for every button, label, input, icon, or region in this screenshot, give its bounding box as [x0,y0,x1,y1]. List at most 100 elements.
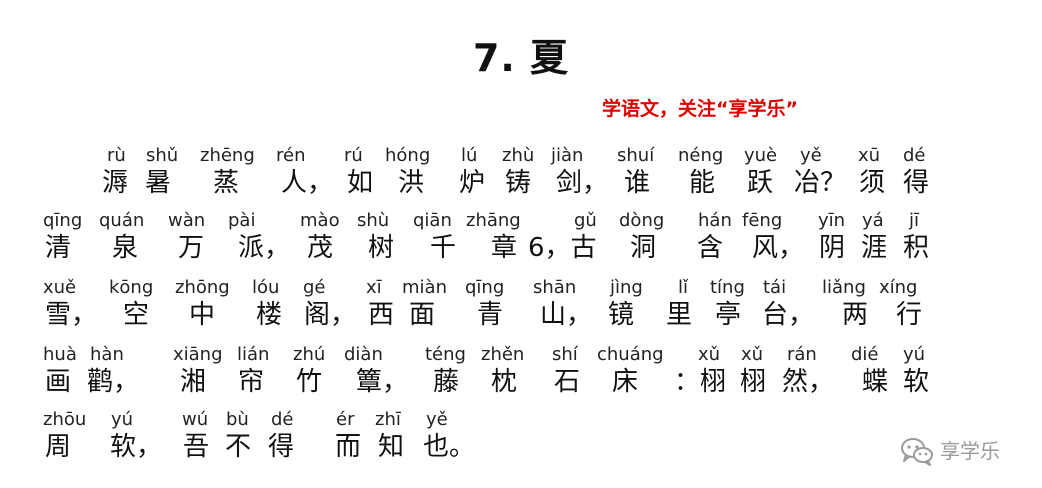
pinyin: xī [366,277,382,298]
pinyin: huà [43,344,77,365]
hanzi: 楼 [256,300,283,330]
hanzi: 空 [123,300,150,330]
hanzi: 得 [268,432,295,462]
hanzi: 软， [110,432,163,462]
pinyin: zhēng [200,145,255,166]
hanzi: 中 [189,300,216,330]
hanzi: 知 [378,432,405,462]
hanzi: 万 [178,233,205,263]
pinyin: pài [228,210,256,231]
pinyin: dòng [619,210,665,231]
pinyin: kōng [109,277,154,298]
pinyin: xiāng [173,344,223,365]
pinyin: zhī [375,409,401,430]
pinyin: néng [678,145,724,166]
pinyin: dié [851,344,879,365]
hanzi: 溽 [102,168,129,198]
hanzi: 青 [477,300,504,330]
pinyin: jiàn [551,145,584,166]
pinyin: bù [226,409,249,430]
pinyin: zhōng [175,277,230,298]
hanzi: 含 [697,233,724,263]
hanzi: 蝶 [862,367,889,397]
pinyin: yú [903,344,926,365]
hanzi: 风， [752,233,805,263]
hanzi: 剑， [556,168,609,198]
pinyin: shí [552,344,578,365]
hanzi: 床 [612,367,639,397]
pinyin: zhú [293,344,326,365]
text-line-1: rù shǔ zhēng rén rú hóng lú zhù jiàn shu… [0,145,1042,215]
pinyin: rú [344,145,363,166]
pinyin: xǔ [741,344,764,365]
text-line-3: xuě kōng zhōng lóu gé xī miàn qīng shān … [0,277,1042,347]
hanzi: 洞 [630,233,657,263]
pinyin: xū [858,145,881,166]
pinyin: xǔ [698,344,721,365]
hanzi: 须 [859,168,886,198]
hanzi: 得 [903,168,930,198]
pinyin: yě [426,409,448,430]
hanzi: ：栩 [674,367,727,397]
hanzi: 蒸 [213,168,240,198]
pinyin: gé [303,277,326,298]
pinyin: fēng [742,210,783,231]
hanzi: 茂 [307,233,334,263]
pinyin: ér [336,409,355,430]
hanzi: 软 [903,367,930,397]
pinyin: diàn [344,344,383,365]
hanzi: 藤 [433,367,460,397]
hanzi: 能 [689,168,716,198]
pinyin: hàn [90,344,124,365]
hanzi: 山， [540,300,593,330]
pinyin: yú [111,409,134,430]
hanzi: 人， [281,168,334,198]
pinyin: zhěn [481,344,525,365]
pinyin: qīng [43,210,83,231]
pinyin: lú [461,145,478,166]
pinyin: chuáng [597,344,664,365]
hanzi: 然， [782,367,835,397]
watermark-text: 享学乐 [940,439,1000,463]
hanzi: 周 [45,432,72,462]
pinyin: shù [357,210,390,231]
pinyin: mào [300,210,340,231]
pinyin: gǔ [574,210,597,231]
wechat-icon [901,438,933,466]
watermark: 享学乐 [900,436,1000,466]
pinyin: lǐ [678,277,689,298]
hanzi: 亭 [715,300,742,330]
pinyin: zhōu [43,409,87,430]
hanzi: 阁， [304,300,357,330]
pinyin: xíng [879,277,918,298]
hanzi: 6，古 [528,233,597,263]
hanzi: 冶？ [794,168,847,198]
pinyin: lián [237,344,270,365]
hanzi: 派， [238,233,291,263]
hanzi: 行 [896,300,923,330]
text-line-5: zhōu yú wú bù dé ér zhī yě 周 软， 吾 不 得 而 … [0,409,1042,479]
hanzi: 帘 [238,367,265,397]
hanzi: 枕 [491,367,518,397]
pinyin: liǎng [822,277,866,298]
hanzi: 铸 [505,168,532,198]
hanzi: 洪 [398,168,425,198]
hanzi: 谁 [624,168,651,198]
promo-text: 学语文，关注“享学乐” [602,98,798,120]
pinyin: wú [182,409,209,430]
hanzi: 跃 [747,168,774,198]
hanzi: 面 [409,300,436,330]
hanzi: 不 [225,432,252,462]
pinyin: dé [903,145,926,166]
pinyin: téng [425,344,466,365]
hanzi: 涯 [861,233,888,263]
pinyin: qīng [465,277,505,298]
hanzi: 雪， [45,300,98,330]
hanzi: 湘 [180,367,207,397]
hanzi: 也。 [423,432,476,462]
hanzi: 清 [45,233,72,263]
pinyin: miàn [402,277,447,298]
pinyin: tái [763,277,787,298]
pinyin: hóng [385,145,431,166]
hanzi: 竹 [296,367,323,397]
